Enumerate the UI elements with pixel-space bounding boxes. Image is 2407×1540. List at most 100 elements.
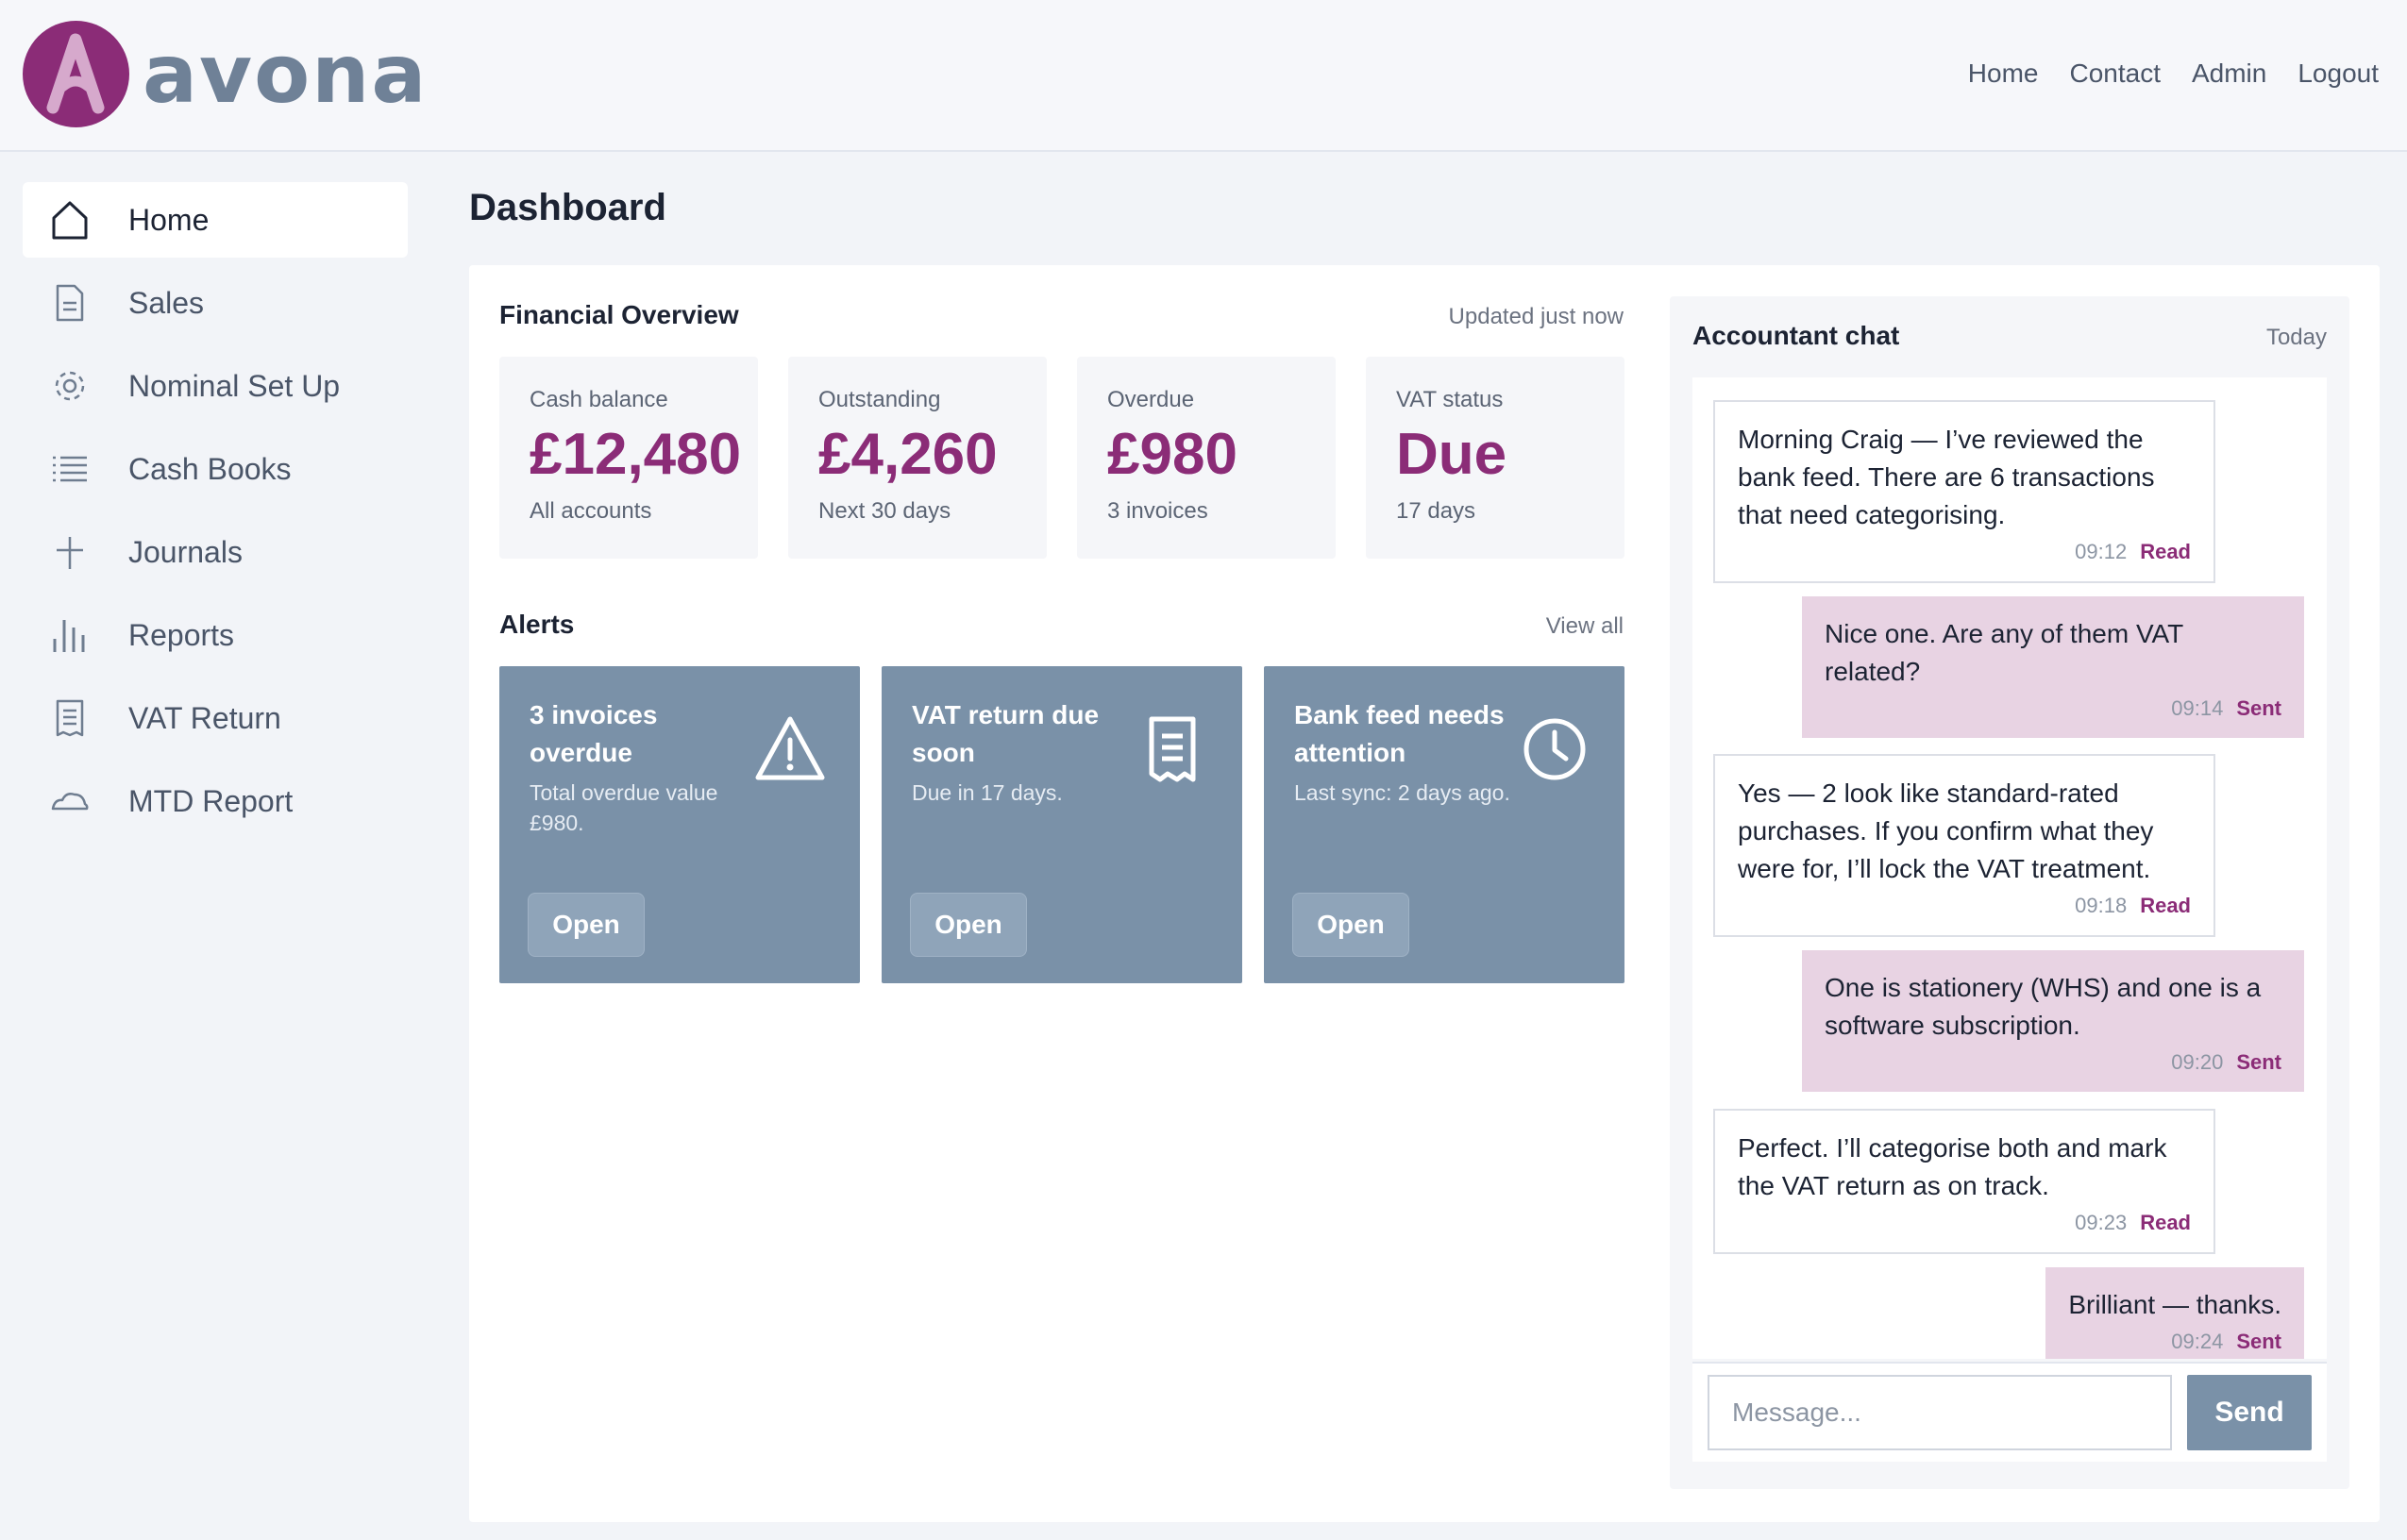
alert-description: Total overdue value £980. bbox=[530, 779, 718, 835]
sidebar-item-label: Nominal Set Up bbox=[128, 368, 341, 403]
topnav-admin-link[interactable]: Admin bbox=[2191, 59, 2267, 88]
chat-message-incoming: Morning Craig — I’ve reviewed the bank f… bbox=[1713, 400, 2215, 583]
plus-icon bbox=[49, 531, 91, 573]
message-status: Sent bbox=[2236, 1330, 2281, 1353]
message-status: Sent bbox=[2236, 1050, 2281, 1074]
chat-message-outgoing: Nice one. Are any of them VAT related? 0… bbox=[1802, 596, 2304, 738]
sidebar-item-label: Cash Books bbox=[128, 451, 292, 486]
kpi-value: Due bbox=[1396, 422, 1507, 487]
sidebar-item-label: Sales bbox=[128, 285, 205, 320]
alert-card-vat-return-due: VAT return due soon Due in 17 days. Open bbox=[882, 666, 1242, 983]
overview-updated-text: Updated just now bbox=[1448, 304, 1624, 329]
sidebar-item-sales[interactable]: Sales bbox=[23, 265, 408, 341]
alert-description: Due in 17 days. bbox=[912, 779, 1063, 805]
message-time: 09:24 bbox=[2171, 1330, 2224, 1353]
top-nav: Home Contact Admin Logout bbox=[1968, 59, 2379, 89]
kpi-subtext: All accounts bbox=[530, 498, 652, 525]
kpi-label: Overdue bbox=[1107, 387, 1195, 412]
sidebar-item-label: Home bbox=[128, 202, 210, 237]
kpi-value: £980 bbox=[1107, 422, 1237, 487]
message-meta: 09:24 Sent bbox=[2068, 1328, 2281, 1356]
message-text: Yes — 2 look like standard-rated purchas… bbox=[1738, 778, 2154, 883]
send-button[interactable]: Send bbox=[2187, 1375, 2312, 1450]
brand-wordmark: avona bbox=[143, 26, 429, 122]
sidebar-item-mtd-report[interactable]: MTD Report bbox=[23, 763, 408, 839]
message-time: 09:12 bbox=[2075, 540, 2128, 563]
sidebar-item-reports[interactable]: Reports bbox=[23, 597, 408, 673]
kpi-label: Outstanding bbox=[818, 387, 941, 412]
message-status: Read bbox=[2140, 1211, 2191, 1234]
message-status: Sent bbox=[2236, 696, 2281, 720]
alert-title: VAT return due soon bbox=[912, 700, 1100, 767]
alerts-title: Alerts bbox=[499, 610, 575, 639]
sidebar-item-home[interactable]: Home bbox=[23, 182, 408, 258]
topnav-home-link[interactable]: Home bbox=[1967, 59, 2039, 88]
alert-title: 3 invoices overdue bbox=[530, 700, 658, 767]
sidebar-item-cash-books[interactable]: Cash Books bbox=[23, 431, 408, 507]
receipt-icon bbox=[1149, 716, 1196, 782]
message-meta: 09:20 Sent bbox=[1825, 1048, 2281, 1077]
message-meta: 09:14 Sent bbox=[1825, 695, 2281, 723]
sidebar-item-label: Journals bbox=[128, 534, 243, 569]
sidebar-item-vat-return[interactable]: VAT Return bbox=[23, 680, 408, 756]
message-time: 09:23 bbox=[2075, 1211, 2128, 1234]
alerts-view-all-link[interactable]: View all bbox=[1545, 613, 1624, 639]
message-status: Read bbox=[2140, 894, 2191, 917]
message-text: Morning Craig — I’ve reviewed the bank f… bbox=[1738, 425, 2155, 529]
kpi-label: VAT status bbox=[1396, 387, 1504, 412]
sidebar-item-label: MTD Report bbox=[128, 783, 294, 818]
message-text: Nice one. Are any of them VAT related? bbox=[1825, 619, 2183, 686]
page-title: Dashboard bbox=[469, 187, 666, 228]
accountant-chat-panel: Accountant chat Today Morning Craig — I’… bbox=[1670, 296, 2349, 1489]
receipt-icon bbox=[49, 697, 91, 739]
kpi-subtext: 3 invoices bbox=[1107, 498, 1208, 525]
chat-message-incoming: Perfect. I’ll categorise both and mark t… bbox=[1713, 1109, 2215, 1254]
chat-title: Accountant chat bbox=[1692, 321, 1900, 350]
alert-open-button[interactable]: Open bbox=[910, 893, 1027, 957]
document-icon bbox=[49, 282, 91, 324]
message-time: 09:20 bbox=[2171, 1050, 2224, 1074]
chat-message-incoming: Yes — 2 look like standard-rated purchas… bbox=[1713, 754, 2215, 937]
message-meta: 09:12 Read bbox=[1738, 538, 2191, 566]
warning-icon bbox=[755, 716, 825, 780]
message-meta: 09:23 Read bbox=[1738, 1209, 2191, 1237]
alert-card-invoices-overdue: 3 invoices overdue Total overdue value £… bbox=[499, 666, 860, 983]
message-input[interactable]: Message... bbox=[1708, 1375, 2172, 1450]
kpi-card-overdue[interactable]: Overdue £980 3 invoices bbox=[1077, 357, 1336, 559]
message-meta: 09:18 Read bbox=[1738, 892, 2191, 920]
message-time: 09:14 bbox=[2171, 696, 2224, 720]
alert-card-bank-feed: Bank feed needs attention Last sync: 2 d… bbox=[1264, 666, 1624, 983]
alert-open-button[interactable]: Open bbox=[1292, 893, 1409, 957]
clock-icon bbox=[1523, 718, 1586, 780]
logo-mark-icon bbox=[23, 21, 129, 127]
kpi-card-outstanding[interactable]: Outstanding £4,260 Next 30 days bbox=[788, 357, 1047, 559]
topnav-logout-link[interactable]: Logout bbox=[2298, 59, 2379, 88]
chat-date-label: Today bbox=[2265, 325, 2327, 350]
bar-chart-icon bbox=[49, 614, 91, 656]
message-time: 09:18 bbox=[2075, 894, 2128, 917]
kpi-card-cash-balance[interactable]: Cash balance £12,480 All accounts bbox=[499, 357, 758, 559]
kpi-card-vat-status[interactable]: VAT status Due 17 days bbox=[1366, 357, 1624, 559]
topnav-contact-link[interactable]: Contact bbox=[2069, 59, 2161, 88]
sidebar-item-nominal-set-up[interactable]: Nominal Set Up bbox=[23, 348, 408, 424]
sidebar-item-label: Reports bbox=[128, 617, 235, 652]
top-bar: avona Home Contact Admin Logout bbox=[0, 0, 2407, 152]
chat-message-outgoing: One is stationery (WHS) and one is a sof… bbox=[1802, 950, 2304, 1092]
sidebar: Home Sales Nominal Set Up Cash Books Jou… bbox=[23, 182, 408, 846]
list-icon bbox=[49, 448, 91, 490]
sidebar-item-label: VAT Return bbox=[128, 700, 281, 735]
home-icon bbox=[49, 199, 91, 241]
kpi-value: £12,480 bbox=[530, 422, 742, 487]
brand-logo[interactable]: avona bbox=[23, 21, 428, 127]
chat-message-outgoing: Brilliant — thanks. 09:24 Sent bbox=[2045, 1267, 2304, 1359]
kpi-value: £4,260 bbox=[818, 422, 998, 487]
message-text: One is stationery (WHS) and one is a sof… bbox=[1825, 973, 2262, 1040]
composer-divider bbox=[1692, 1362, 2327, 1364]
alert-open-button[interactable]: Open bbox=[528, 893, 645, 957]
sidebar-item-journals[interactable]: Journals bbox=[23, 514, 408, 590]
gear-icon bbox=[49, 365, 91, 407]
message-text: Brilliant — thanks. bbox=[2068, 1290, 2281, 1319]
chat-message-list[interactable]: Morning Craig — I’ve reviewed the bank f… bbox=[1692, 377, 2327, 1359]
alert-title: Bank feed needs attention bbox=[1294, 700, 1505, 767]
kpi-label: Cash balance bbox=[530, 387, 668, 412]
